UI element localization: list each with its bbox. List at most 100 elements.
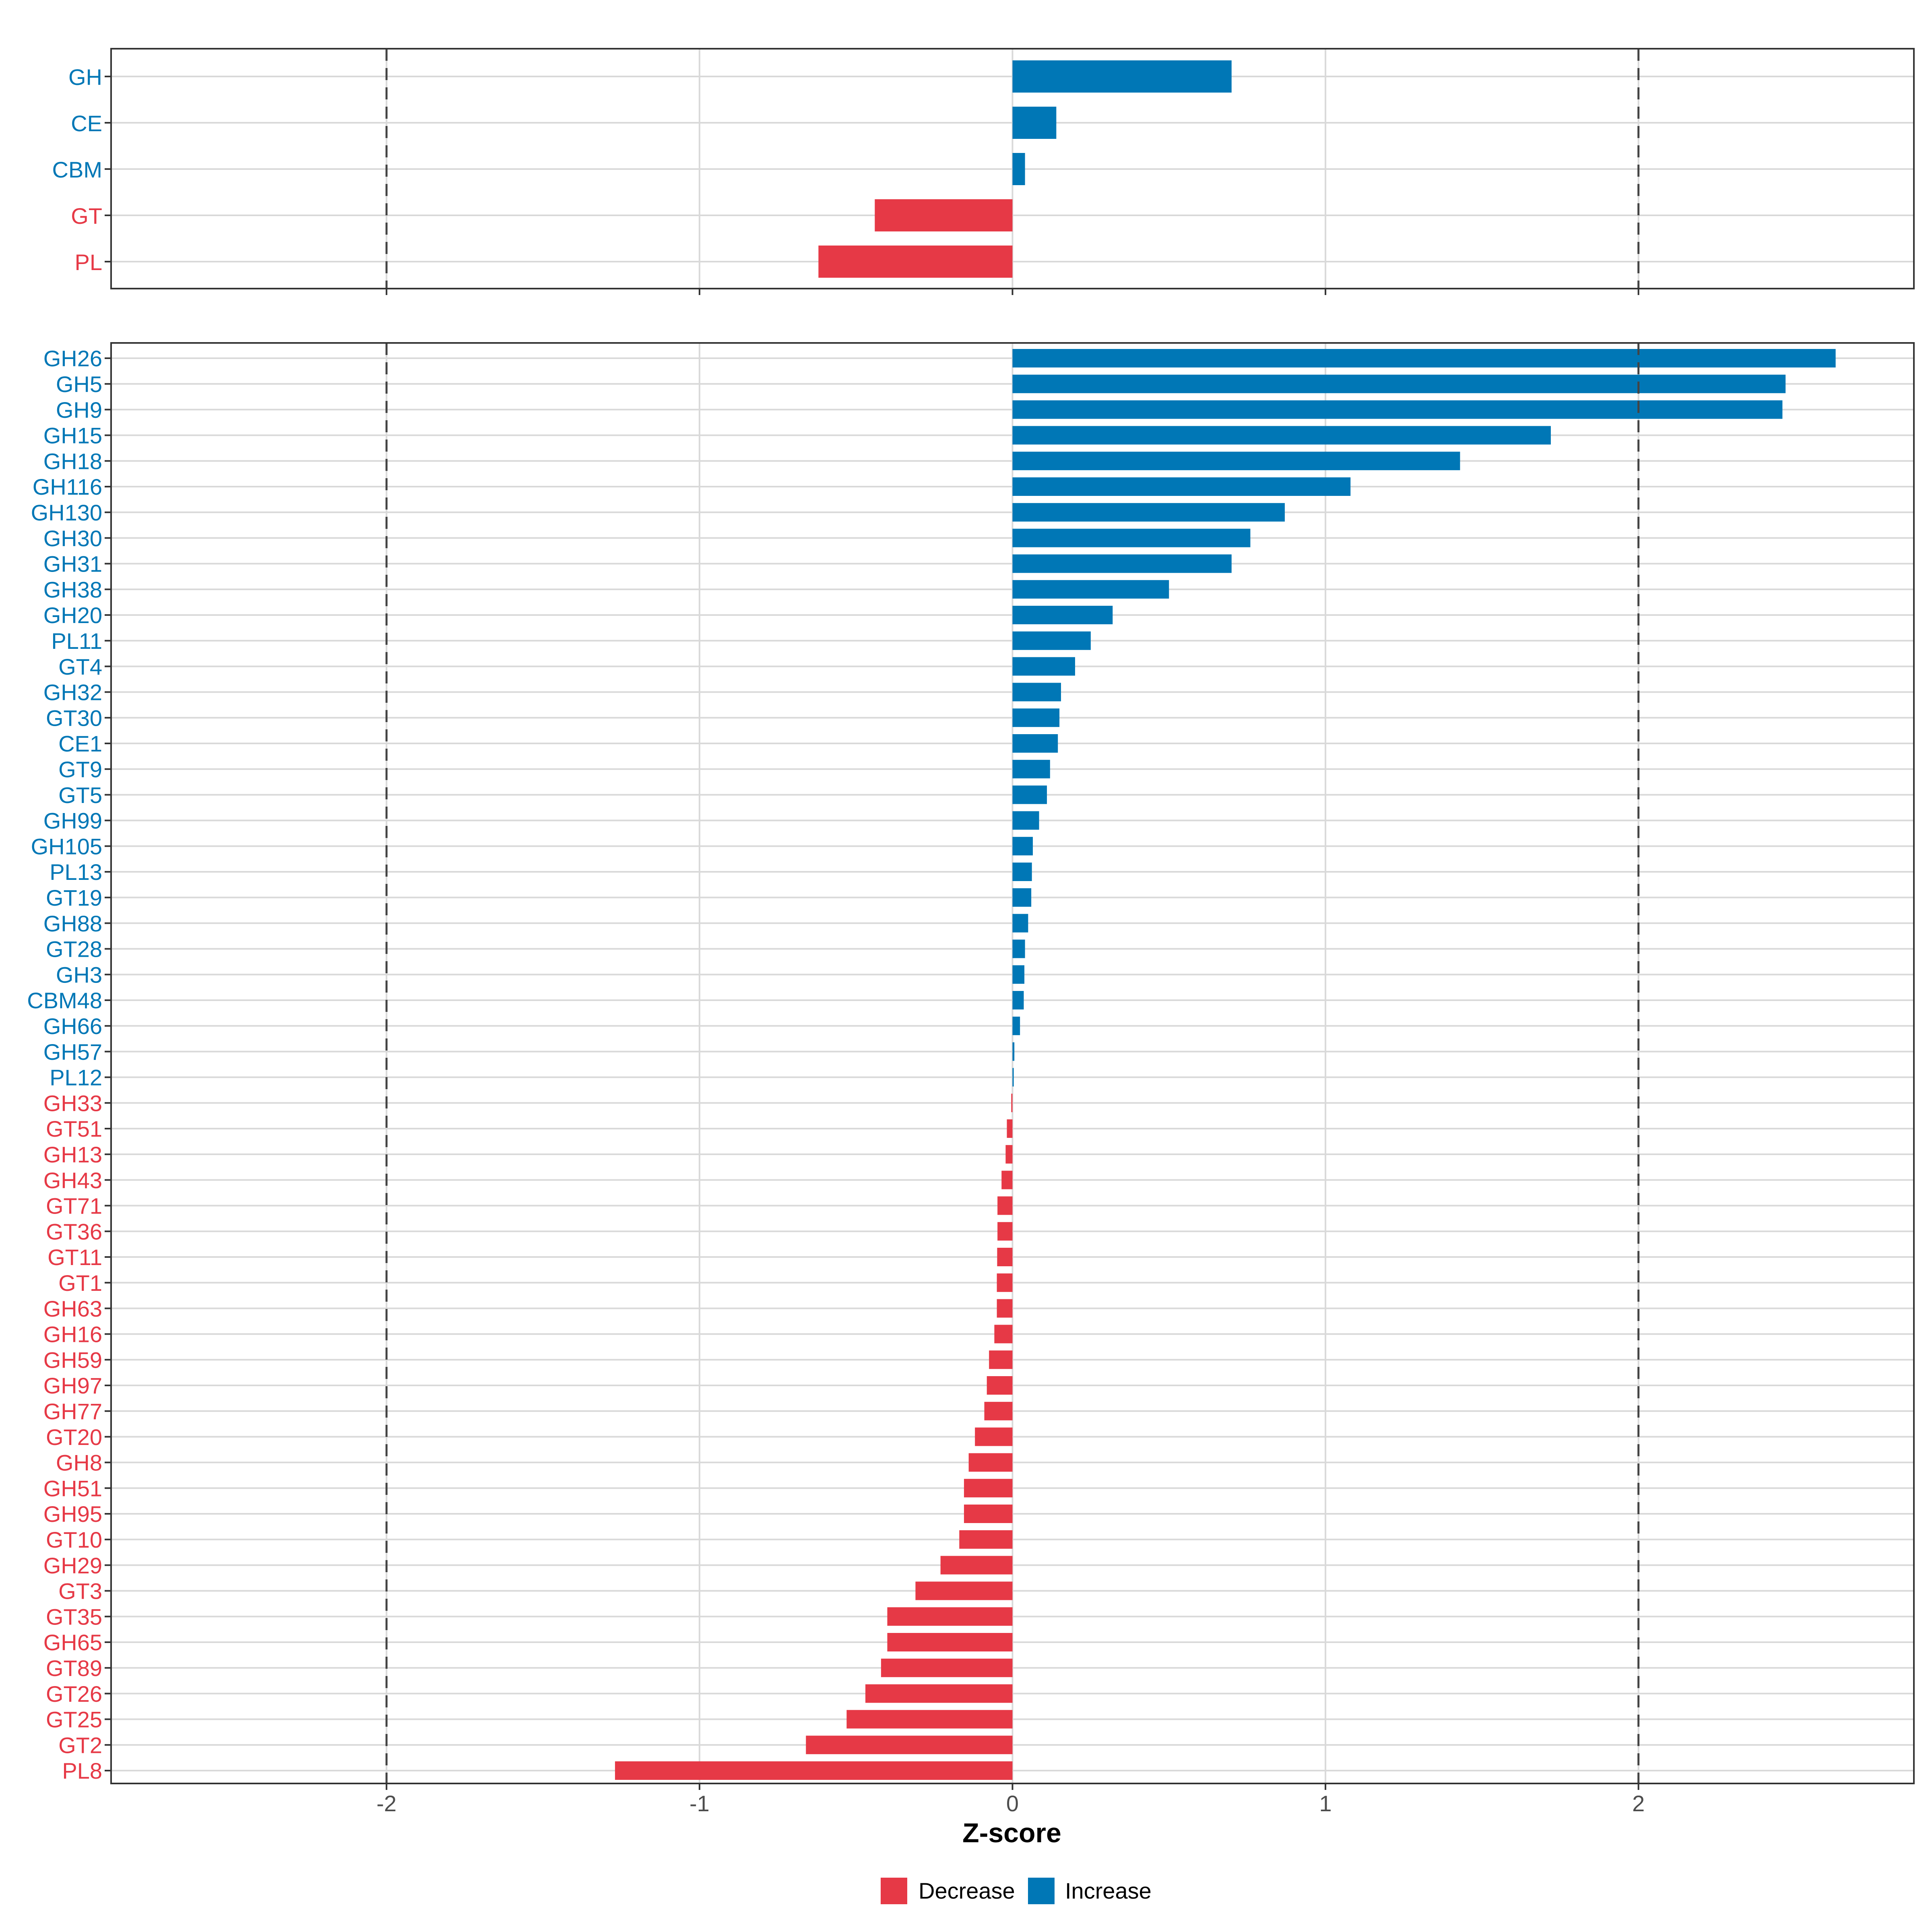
legend-swatch-decrease [881,1878,907,1904]
y-label-pl8: PL8 [62,1758,102,1783]
y-label-gh18: GH18 [43,448,102,474]
bar-pl [818,246,1013,278]
y-label-gh30: GH30 [43,526,102,551]
y-label-gt51: GT51 [46,1116,102,1141]
bar-gt [875,199,1013,231]
y-label-gh59: GH59 [43,1347,102,1373]
y-label-gh9: GH9 [56,397,102,423]
bar-gh18 [1012,452,1460,471]
bar-gh65 [887,1633,1013,1651]
bar-gh3 [1012,965,1025,984]
legend: Decrease Increase [881,1878,1152,1904]
y-label-pl13: PL13 [50,859,102,885]
y-label-gh31: GH31 [43,551,102,577]
bar-pl12 [1012,1068,1014,1087]
x-tick-label: 2 [1632,1791,1645,1816]
y-label-gh29: GH29 [43,1553,102,1578]
bar-ce1 [1012,734,1058,753]
bar-gh20 [1012,606,1113,624]
y-label-gt30: GT30 [46,705,102,731]
bar-cbm48 [1012,991,1024,1009]
bar-gt2 [806,1736,1013,1754]
x-axis: -2 -1 0 1 2 [376,1791,1645,1816]
x-tick-label: -1 [689,1791,710,1816]
y-label-gt36: GT36 [46,1219,102,1244]
y-label-gh65: GH65 [43,1630,102,1655]
y-label-ce: CE [71,111,102,136]
y-label-gt89: GT89 [46,1655,102,1681]
x-tick-label: -2 [376,1791,396,1816]
y-label-pl11: PL11 [51,628,102,654]
y-label-gh38: GH38 [43,577,102,602]
x-tick-label: 1 [1319,1791,1332,1816]
bar-gh13 [1005,1145,1013,1164]
y-label-gh32: GH32 [43,680,102,705]
bar-gt25 [846,1710,1013,1729]
y-label-cbm: CBM [52,157,102,182]
y-label-gt3: GT3 [58,1579,102,1604]
bar-cbm [1012,153,1025,185]
bar-gh105 [1012,837,1033,856]
bar-gh51 [964,1479,1013,1498]
y-label-gh33: GH33 [43,1090,102,1116]
y-label-gt1: GT1 [58,1270,102,1296]
y-label-pl12: PL12 [50,1065,102,1090]
y-label-gh51: GH51 [43,1476,102,1501]
bar-gt19 [1012,888,1032,907]
bar-gh99 [1012,811,1039,830]
y-label-gh63: GH63 [43,1296,102,1321]
bar-gt35 [887,1607,1013,1626]
y-label-gh88: GH88 [43,911,102,936]
y-label-gt9: GT9 [58,757,102,782]
y-label-gt26: GT26 [46,1681,102,1707]
y-label-gh97: GH97 [43,1373,102,1398]
y-label-gh13: GH13 [43,1142,102,1167]
bar-gt1 [997,1273,1013,1292]
bar-pl11 [1012,631,1091,650]
bottom-panel: GH26GH5GH9GH15GH18GH116GH130GH30GH31GH38… [27,342,1915,1790]
y-label-gh15: GH15 [43,423,102,448]
y-label-gt25: GT25 [46,1707,102,1732]
legend-swatch-increase [1028,1878,1055,1904]
y-label-pl: PL [75,250,103,275]
y-label-gh116: GH116 [33,474,102,500]
y-label-gh43: GH43 [43,1168,102,1193]
bar-gh88 [1012,914,1028,933]
top-panel: GH CE CBM GT PL [52,48,1915,295]
legend-label-increase: Increase [1065,1878,1152,1903]
y-label-gt10: GT10 [46,1527,102,1552]
y-label-gh8: GH8 [56,1450,102,1476]
y-label-gh57: GH57 [43,1039,102,1065]
y-label-gt28: GT28 [46,937,102,962]
y-label-cbm48: CBM48 [27,988,102,1013]
bar-gh130 [1012,503,1285,522]
bar-gh26 [1012,349,1836,367]
y-label-gh77: GH77 [43,1399,102,1424]
bar-gt28 [1012,939,1025,958]
y-label-gh20: GH20 [43,603,102,628]
y-label-gh16: GH16 [43,1322,102,1347]
bar-gt10 [959,1530,1013,1549]
y-label-gh5: GH5 [56,372,102,397]
y-label-gh26: GH26 [43,346,102,371]
bar-gh116 [1012,477,1351,496]
y-label-gt35: GT35 [46,1604,102,1629]
y-label-gt19: GT19 [46,885,102,910]
bar-gh5 [1012,374,1786,393]
bar-gt3 [915,1581,1013,1600]
bar-gh38 [1012,580,1169,599]
bar-gh9 [1012,400,1783,419]
bar-gh57 [1012,1042,1015,1061]
y-label-gt4: GT4 [58,654,102,679]
bar-gt20 [975,1427,1013,1446]
bar-gh31 [1012,554,1232,573]
bar-gt71 [997,1196,1013,1215]
x-tick-label: 0 [1006,1791,1019,1816]
bar-gt4 [1012,657,1075,676]
y-label-gh99: GH99 [43,808,102,834]
y-label-ce1: CE1 [58,731,102,756]
bar-gh33 [1011,1094,1013,1113]
bar-gh66 [1012,1016,1020,1035]
y-label-gh105: GH105 [31,834,102,859]
